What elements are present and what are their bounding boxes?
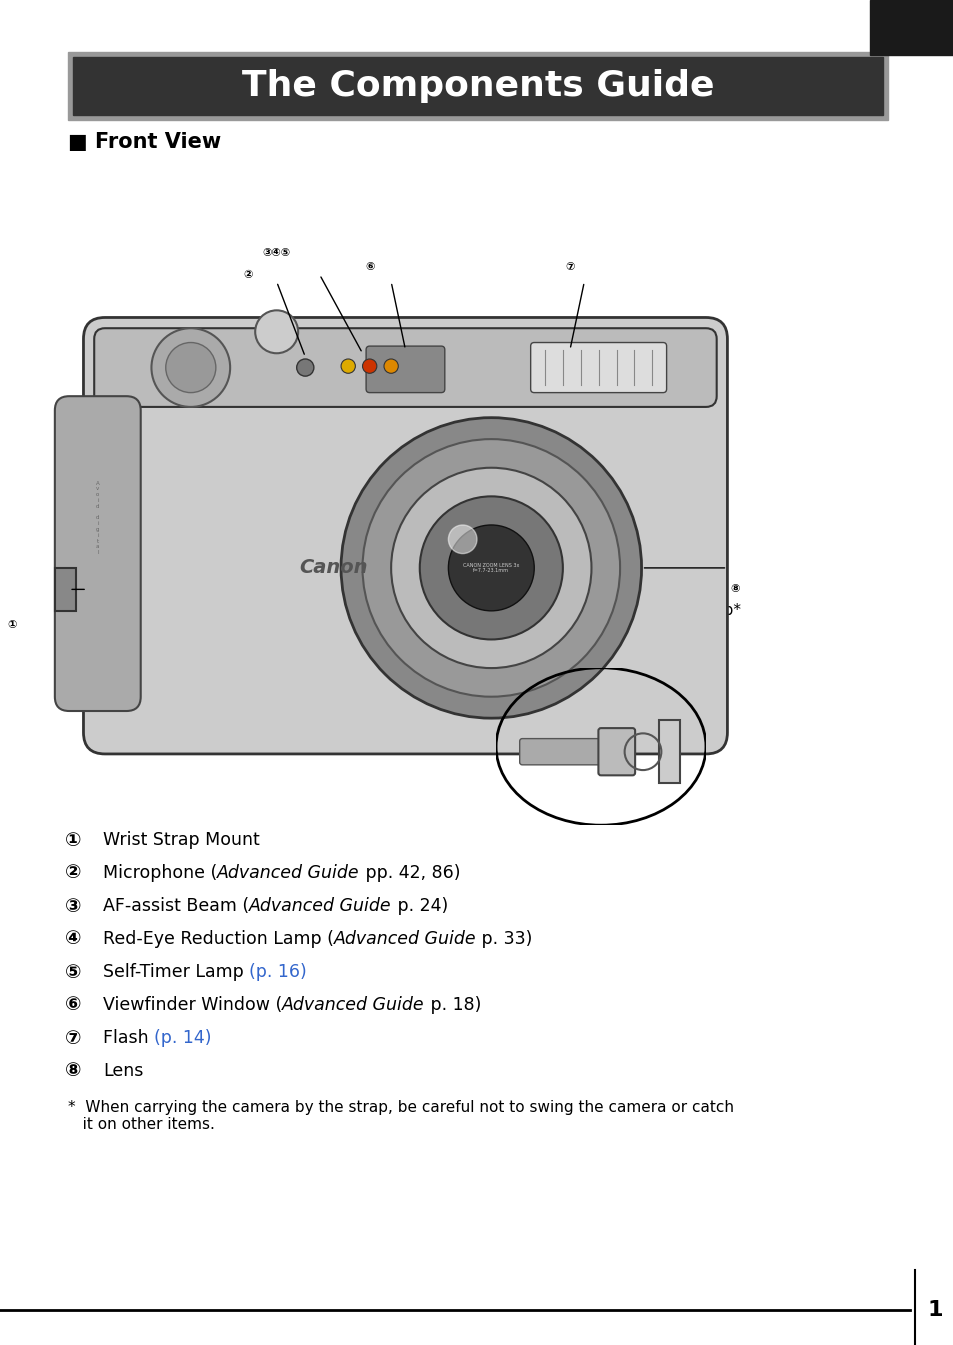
Circle shape [383,359,398,374]
Text: CANON ZOOM LENS 3x
f=7.7-23.1mm: CANON ZOOM LENS 3x f=7.7-23.1mm [462,562,519,573]
Text: (p. 16): (p. 16) [249,963,307,981]
Text: ⑤: ⑤ [65,963,81,982]
Circle shape [362,438,619,697]
Bar [869,0,953,55]
Text: ③④⑤: ③④⑤ [262,247,291,258]
Text: Flash: Flash [103,1029,154,1046]
Text: Microphone (: Microphone ( [103,863,217,882]
Bar [658,720,679,783]
Text: ⑧: ⑧ [729,584,739,594]
Circle shape [448,525,534,611]
FancyBboxPatch shape [94,328,716,408]
Circle shape [391,468,591,668]
Circle shape [255,311,297,354]
Text: ⑥: ⑥ [365,262,374,273]
Text: ⑦: ⑦ [65,1029,81,1048]
Bar [68,52,887,120]
Text: Lens: Lens [103,1063,143,1080]
Text: A
v
o
i
d
 
d
i
g
i
t
a
l: A v o i d d i g i t a l [96,480,99,555]
Text: Self-Timer Lamp: Self-Timer Lamp [103,963,249,981]
Circle shape [166,343,215,393]
Circle shape [341,418,641,718]
Text: p. 18): p. 18) [424,997,480,1014]
Text: *  When carrying the camera by the strap, be careful not to swing the camera or : * When carrying the camera by the strap,… [68,1100,733,1132]
Text: Viewfinder Window (: Viewfinder Window ( [103,997,282,1014]
Text: Advanced Guide: Advanced Guide [282,997,424,1014]
Text: The Components Guide: The Components Guide [873,900,885,1064]
Text: ②: ② [243,269,253,280]
Circle shape [419,496,562,639]
FancyBboxPatch shape [519,738,603,765]
Text: Advanced Guide: Advanced Guide [217,863,359,882]
Text: Red-Eye Reduction Lamp (: Red-Eye Reduction Lamp ( [103,929,334,948]
Text: pp. 42, 86): pp. 42, 86) [359,863,460,882]
Circle shape [296,359,314,377]
Text: Wrist Strap Mount: Wrist Strap Mount [103,831,259,849]
Circle shape [152,328,230,408]
Text: (p. 14): (p. 14) [154,1029,212,1046]
Text: p. 33): p. 33) [476,929,533,948]
Text: p. 24): p. 24) [392,897,448,915]
FancyBboxPatch shape [55,397,141,712]
Bar [55,568,76,611]
Text: ①: ① [8,620,16,631]
Circle shape [341,359,355,374]
Text: The Components Guide: The Components Guide [241,69,714,104]
Text: ③: ③ [65,897,81,916]
Circle shape [362,359,376,374]
Text: ⑧: ⑧ [65,1061,81,1080]
Text: 1: 1 [926,1301,942,1319]
Text: ④: ④ [65,929,81,948]
FancyBboxPatch shape [530,343,666,393]
Text: Advanced Guide: Advanced Guide [249,897,392,915]
FancyBboxPatch shape [598,728,635,775]
Text: ①: ① [65,830,81,850]
Text: Attaching the Wrist Strap*: Attaching the Wrist Strap* [539,603,740,617]
Text: ②: ② [65,863,81,882]
Text: Canon: Canon [299,558,368,577]
Text: ⑥: ⑥ [65,995,81,1014]
FancyBboxPatch shape [84,317,727,755]
Text: AF-assist Beam (: AF-assist Beam ( [103,897,249,915]
FancyBboxPatch shape [366,346,444,393]
Text: ⑦: ⑦ [565,262,574,273]
Text: ■ Front View: ■ Front View [68,132,221,152]
Text: Advanced Guide: Advanced Guide [334,929,476,948]
Bar [73,56,882,116]
Circle shape [448,525,476,554]
